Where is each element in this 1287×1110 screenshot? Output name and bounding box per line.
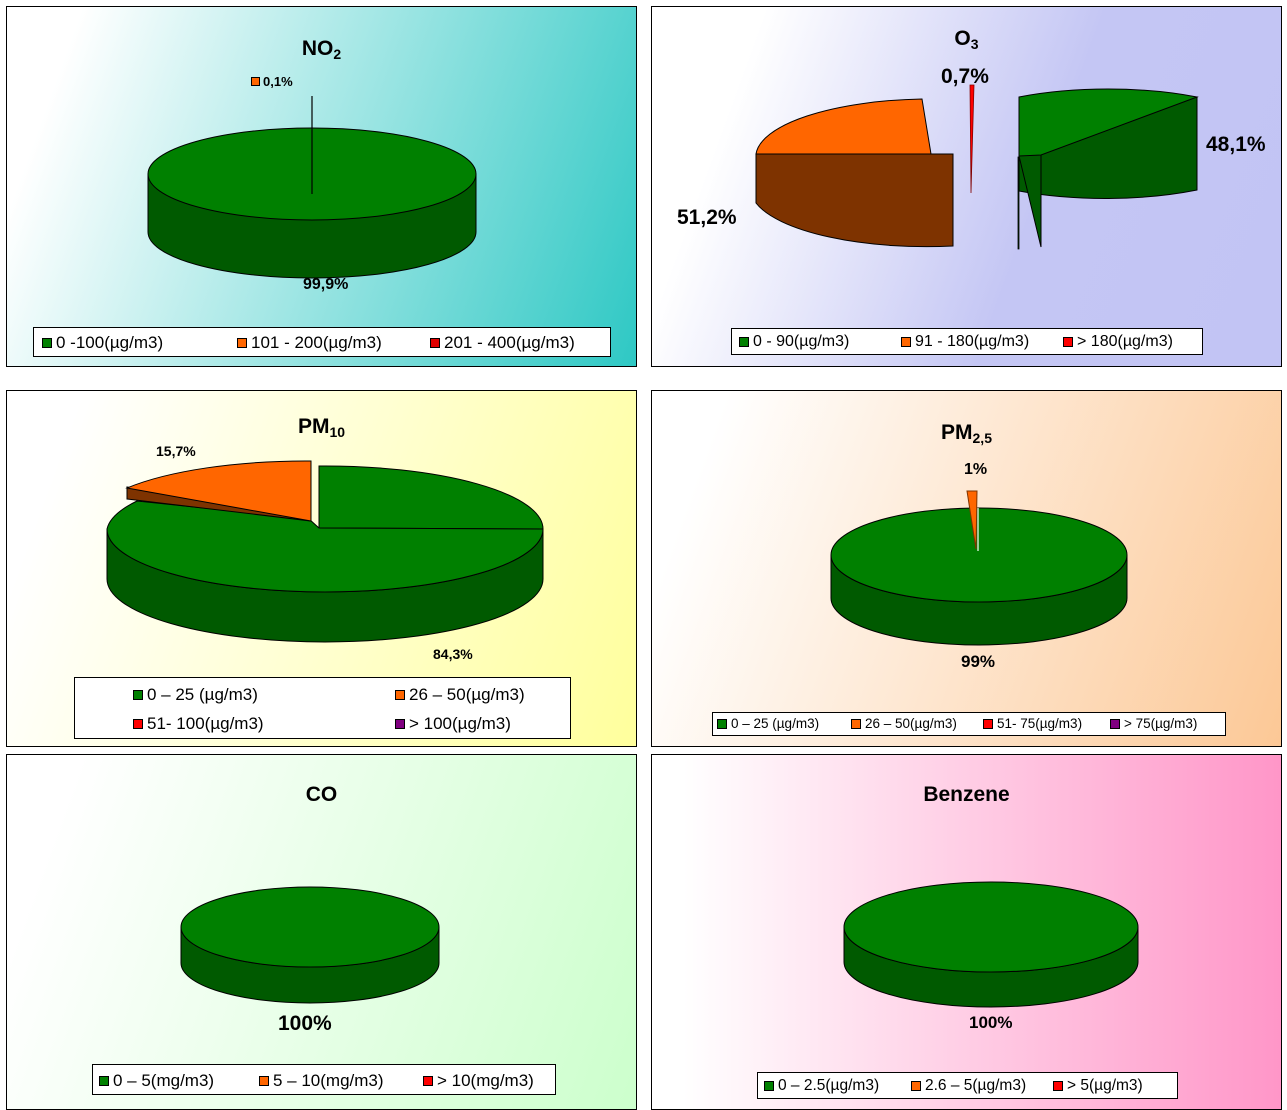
- legend-co: 0 – 5(mg/m3) 5 – 10(mg/m3) > 10(mg/m3): [92, 1064, 556, 1095]
- chart-title-pm10: PM10: [297, 415, 346, 440]
- pie-slice-o3-2: [969, 84, 975, 194]
- pie-slice-o3-1: [755, 98, 953, 155]
- data-label-no2-0: 99,9%: [303, 276, 349, 293]
- data-label-pm25-0: 99%: [961, 652, 996, 671]
- legend-item: 0 -100(µg/m3): [42, 333, 163, 353]
- legend-item: 51- 100(µg/m3): [133, 714, 264, 734]
- chart-title-o3: O3: [954, 27, 979, 52]
- pie-plot-co: [180, 886, 440, 1004]
- legend-item: 0 – 5(mg/m3): [99, 1071, 214, 1091]
- pie-slice-pm25-0: [830, 507, 1128, 603]
- pie-slice-pm10-0b: [106, 500, 544, 593]
- legend-pm25: 0 – 25 (µg/m3) 26 – 50(µg/m3) 51- 75(µg/…: [712, 712, 1226, 736]
- pie-slice-pm25-1: [966, 490, 978, 550]
- chart-panel-benzene: Benzene 100% 0 – 2.5(µg/m3) 2.6 – 5(µg/m…: [651, 754, 1282, 1110]
- pie-plot-pm10: [106, 460, 544, 643]
- legend-swatch: [395, 719, 405, 729]
- legend-item: 0 - 90(µg/m3): [739, 333, 849, 351]
- legend-swatch: [237, 338, 247, 348]
- legend-item: > 5(µg/m3): [1053, 1077, 1143, 1095]
- legend-item: 2.6 – 5(µg/m3): [911, 1077, 1026, 1095]
- legend-item: 0 – 25 (µg/m3): [133, 685, 258, 705]
- pie-slice-co-0: [180, 886, 440, 968]
- pie-slice-side-o3-1: [755, 153, 954, 248]
- chart-panel-o3: O3 0,7% 48,1% 51,2% 0 - 90(µg/m3) 91 - 1…: [651, 6, 1282, 367]
- pie-slice-pm10-1: [125, 460, 312, 522]
- data-label-benzene-0: 100%: [969, 1013, 1013, 1032]
- legend-swatch: [739, 337, 749, 347]
- legend-item: > 75(µg/m3): [1110, 716, 1197, 731]
- legend-swatch: [764, 1081, 774, 1091]
- pie-slice-pm10-0a: [318, 465, 544, 530]
- legend-item: 51- 75(µg/m3): [983, 716, 1082, 731]
- legend-swatch: [1063, 337, 1073, 347]
- pie-slice-o3-0: [1018, 88, 1199, 157]
- pie-plot-benzene: [843, 881, 1139, 1008]
- legend-item: 26 – 50(µg/m3): [395, 685, 525, 705]
- legend-item: 0 – 25 (µg/m3): [717, 716, 819, 731]
- legend-swatch: [133, 690, 143, 700]
- legend-swatch: [42, 338, 52, 348]
- legend-item: 26 – 50(µg/m3): [851, 716, 957, 731]
- legend-item: 5 – 10(mg/m3): [259, 1071, 384, 1091]
- legend-swatch: [99, 1076, 109, 1086]
- legend-item: 91 - 180(µg/m3): [901, 333, 1029, 351]
- chart-title-co: CO: [305, 783, 338, 806]
- legend-swatch: [983, 718, 993, 729]
- data-label-pm10-1: 15,7%: [156, 443, 196, 459]
- legend-swatch: [1053, 1081, 1063, 1091]
- data-label-o3-1: 51,2%: [677, 206, 737, 229]
- legend-item: > 180(µg/m3): [1063, 333, 1173, 351]
- pie-plot-o3: [755, 84, 1199, 250]
- legend-swatch: [430, 338, 440, 348]
- pie-plot-pm25: [830, 490, 1128, 646]
- data-label-o3-2: 0,7%: [941, 65, 989, 88]
- data-label-pm25-1: 1%: [964, 461, 988, 478]
- chart-panel-pm25: PM2,5 1% 99% 0 – 25 (µg/m3) 26 – 50(µg/m…: [651, 390, 1282, 747]
- data-label-co-0: 100%: [278, 1012, 332, 1035]
- legend-swatch: [901, 337, 911, 347]
- legend-no2: 0 -100(µg/m3) 101 - 200(µg/m3) 201 - 400…: [33, 327, 611, 357]
- legend-swatch: [717, 718, 727, 729]
- legend-swatch: [259, 1076, 269, 1086]
- pie-plot-no2: [147, 96, 477, 279]
- legend-swatch: [395, 690, 405, 700]
- legend-pm10: 0 – 25 (µg/m3) 26 – 50(µg/m3) 51- 100(µg…: [74, 677, 571, 739]
- chart-panel-no2: NO2 0,1% 99,9% 0 -100(µg/m3) 101 - 200(µ…: [6, 6, 637, 367]
- legend-benzene: 0 – 2.5(µg/m3) 2.6 – 5(µg/m3) > 5(µg/m3): [757, 1072, 1178, 1099]
- legend-swatch: [851, 718, 861, 729]
- chart-title-no2: NO2: [301, 37, 342, 62]
- legend-swatch: [1110, 718, 1120, 729]
- data-label-no2-1: 0,1%: [251, 74, 293, 89]
- data-label-o3-0: 48,1%: [1206, 133, 1266, 156]
- legend-item: 0 – 2.5(µg/m3): [764, 1077, 879, 1095]
- data-label-swatch: [251, 77, 260, 86]
- legend-item: > 10(mg/m3): [423, 1071, 534, 1091]
- legend-item: 101 - 200(µg/m3): [237, 333, 382, 353]
- chart-title-pm25: PM2,5: [941, 421, 992, 446]
- pie-slice-benzene-0: [843, 881, 1139, 973]
- legend-item: 201 - 400(µg/m3): [430, 333, 575, 353]
- chart-panel-pm10: PM10 15,7% 84,3% 0 – 25 (µg/m3) 26 – 50(…: [6, 390, 637, 747]
- legend-swatch: [423, 1076, 433, 1086]
- legend-item: > 100(µg/m3): [395, 714, 511, 734]
- legend-swatch: [911, 1081, 921, 1091]
- chart-panel-co: CO 100% 0 – 5(mg/m3) 5 – 10(mg/m3) > 10(…: [6, 754, 637, 1110]
- legend-o3: 0 - 90(µg/m3) 91 - 180(µg/m3) > 180(µg/m…: [731, 328, 1203, 355]
- chart-title-benzene: Benzene: [923, 783, 1010, 806]
- legend-swatch: [133, 719, 143, 729]
- data-label-pm10-0: 84,3%: [433, 646, 473, 662]
